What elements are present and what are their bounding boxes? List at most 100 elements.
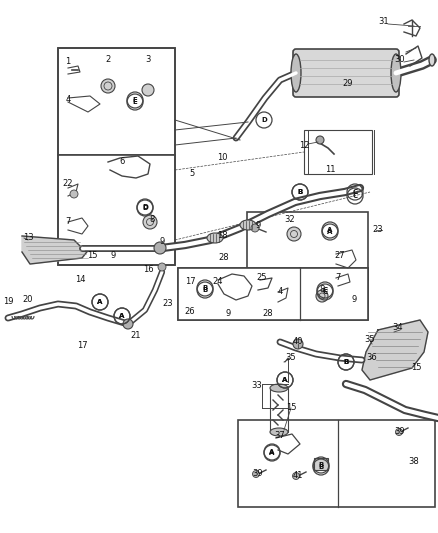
Text: 17: 17: [77, 342, 87, 351]
Text: A: A: [119, 313, 125, 319]
Text: 6: 6: [119, 157, 125, 166]
Text: 28: 28: [263, 310, 273, 319]
FancyBboxPatch shape: [293, 49, 399, 97]
Text: 24: 24: [213, 278, 223, 287]
Text: B: B: [318, 462, 324, 468]
Text: 17: 17: [185, 278, 195, 287]
Text: 7: 7: [336, 273, 341, 282]
Circle shape: [293, 472, 300, 480]
Text: 11: 11: [325, 166, 335, 174]
Text: 1: 1: [65, 58, 71, 67]
Text: C: C: [322, 289, 328, 295]
Text: B: B: [318, 464, 324, 470]
Text: 9: 9: [226, 310, 231, 319]
Ellipse shape: [291, 54, 301, 92]
Text: 16: 16: [143, 265, 153, 274]
Text: 31: 31: [379, 18, 389, 27]
Circle shape: [123, 319, 133, 329]
Text: 10: 10: [217, 154, 227, 163]
Text: 15: 15: [411, 364, 421, 373]
Bar: [178, 268, 300, 320]
Text: A: A: [97, 299, 102, 305]
Ellipse shape: [287, 227, 301, 241]
Text: 27: 27: [335, 252, 345, 261]
Text: 9: 9: [159, 238, 165, 246]
Text: 39: 39: [395, 427, 405, 437]
Text: 15: 15: [286, 403, 296, 413]
Text: A: A: [283, 377, 288, 383]
Text: 4: 4: [65, 95, 71, 104]
Ellipse shape: [207, 233, 223, 243]
Text: 21: 21: [131, 332, 141, 341]
Text: 19: 19: [3, 297, 13, 306]
Polygon shape: [22, 236, 90, 264]
Text: 9: 9: [351, 295, 357, 304]
Circle shape: [251, 224, 259, 232]
Bar: [238, 420, 435, 507]
Text: 36: 36: [367, 353, 378, 362]
Text: A: A: [269, 450, 275, 456]
Text: 4: 4: [277, 287, 283, 296]
Text: 2: 2: [106, 55, 111, 64]
Text: E: E: [133, 99, 138, 105]
Text: 33: 33: [251, 382, 262, 391]
Text: 29: 29: [343, 79, 353, 88]
Text: A: A: [327, 229, 333, 235]
Bar: [58, 48, 175, 155]
Ellipse shape: [429, 54, 435, 66]
Text: D: D: [142, 205, 148, 211]
Text: 7: 7: [65, 217, 71, 227]
Text: 18: 18: [217, 231, 227, 240]
Ellipse shape: [101, 79, 115, 93]
Text: B: B: [202, 285, 208, 291]
Text: 32: 32: [285, 215, 295, 224]
Text: 23: 23: [373, 225, 383, 235]
Ellipse shape: [270, 428, 288, 436]
Text: 22: 22: [63, 180, 73, 189]
Text: A: A: [269, 449, 275, 455]
Text: A: A: [119, 313, 125, 319]
Text: 20: 20: [23, 295, 33, 304]
Bar: [178, 268, 368, 320]
Text: A: A: [97, 299, 102, 305]
Circle shape: [70, 190, 78, 198]
Text: C: C: [322, 287, 328, 293]
Text: 41: 41: [293, 472, 303, 481]
Text: 35: 35: [365, 335, 375, 344]
Text: 23: 23: [162, 300, 173, 309]
Circle shape: [396, 429, 403, 435]
Text: 30: 30: [395, 55, 405, 64]
Circle shape: [154, 242, 166, 254]
Text: 34: 34: [393, 324, 403, 333]
Text: B: B: [202, 287, 208, 293]
Text: 12: 12: [299, 141, 309, 149]
Text: 38: 38: [409, 457, 419, 466]
Text: A: A: [327, 227, 333, 233]
Text: 9: 9: [110, 251, 116, 260]
Circle shape: [293, 339, 303, 349]
Text: 14: 14: [75, 276, 85, 285]
Text: C: C: [353, 193, 357, 199]
Ellipse shape: [391, 54, 401, 92]
Bar: [270, 388, 288, 432]
Ellipse shape: [142, 84, 154, 96]
Circle shape: [158, 263, 166, 271]
Circle shape: [252, 471, 259, 478]
Text: 5: 5: [189, 169, 194, 179]
Text: 26: 26: [185, 308, 195, 317]
Text: A: A: [283, 377, 288, 383]
Text: 3: 3: [145, 55, 151, 64]
Bar: [314, 458, 328, 470]
Ellipse shape: [270, 384, 288, 392]
Bar: [304, 130, 372, 174]
Bar: [247, 212, 368, 280]
Text: B: B: [297, 189, 303, 195]
Text: 28: 28: [219, 254, 230, 262]
Bar: [58, 48, 175, 265]
Text: 39: 39: [253, 470, 263, 479]
Text: B: B: [343, 359, 349, 365]
Text: D: D: [142, 204, 148, 210]
Text: 8: 8: [319, 286, 325, 295]
Circle shape: [316, 136, 324, 144]
Text: 25: 25: [257, 273, 267, 282]
